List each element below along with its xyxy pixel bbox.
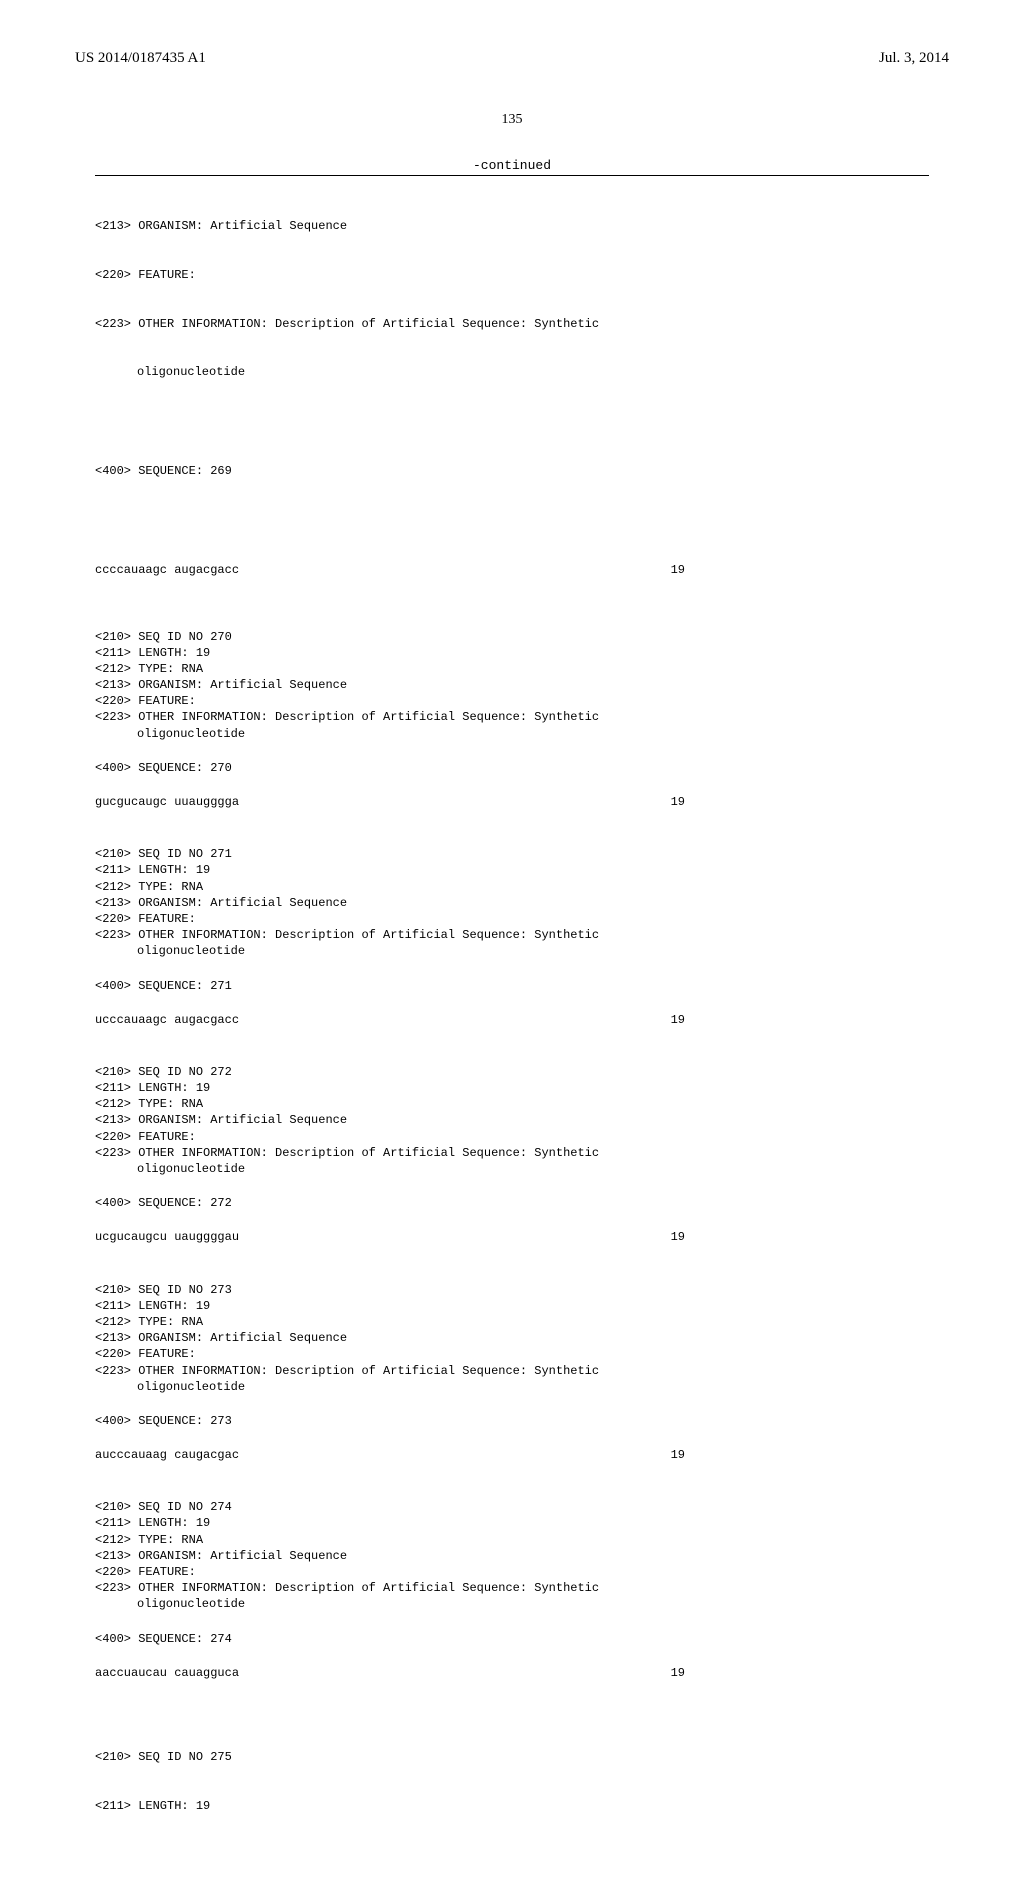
tag-line: <211> LENGTH: 19 xyxy=(95,1798,929,1814)
sequence-length: 19 xyxy=(671,794,685,810)
tag-line: <223> OTHER INFORMATION: Description of … xyxy=(95,927,929,943)
sequence-label: <400> SEQUENCE: 272 xyxy=(95,1195,929,1211)
tag-continuation: oligonucleotide xyxy=(95,1161,929,1177)
tag-line: <212> TYPE: RNA xyxy=(95,1532,929,1548)
page-number: 135 xyxy=(75,112,949,128)
tag-line: <210> SEQ ID NO 273 xyxy=(95,1282,929,1298)
tag-line: <211> LENGTH: 19 xyxy=(95,645,929,661)
sequence-row: ucgucaugcu uauggggau 19 xyxy=(95,1229,685,1245)
tag-line: <211> LENGTH: 19 xyxy=(95,1080,929,1096)
nucleotide-sequence: aaccuaucau cauagguca xyxy=(95,1665,239,1681)
tag-line: <213> ORGANISM: Artificial Sequence xyxy=(95,1548,929,1564)
tag-line: <212> TYPE: RNA xyxy=(95,661,929,677)
tag-line: <211> LENGTH: 19 xyxy=(95,862,929,878)
tag-line: <213> ORGANISM: Artificial Sequence xyxy=(95,1330,929,1346)
nucleotide-sequence: ccccauaagc augacgacc xyxy=(95,562,239,578)
tag-line: <210> SEQ ID NO 271 xyxy=(95,846,929,862)
tag-line: <210> SEQ ID NO 270 xyxy=(95,629,929,645)
sequence-length: 19 xyxy=(671,1447,685,1463)
tag-line: <220> FEATURE: xyxy=(95,1346,929,1362)
sequence-length: 19 xyxy=(671,1229,685,1245)
tag-continuation: oligonucleotide xyxy=(95,943,929,959)
tag-line: <223> OTHER INFORMATION: Description of … xyxy=(95,1580,929,1596)
sequence-row: gucgucaugc uuaugggga 19 xyxy=(95,794,685,810)
tag-line: <211> LENGTH: 19 xyxy=(95,1515,929,1531)
tag-line: <220> FEATURE: xyxy=(95,267,929,283)
nucleotide-sequence: aucccauaag caugacgac xyxy=(95,1447,239,1463)
continued-label: -continued xyxy=(75,158,949,173)
sequence-entry: <210> SEQ ID NO 271<211> LENGTH: 19<212>… xyxy=(95,846,929,1028)
tag-line: <210> SEQ ID NO 274 xyxy=(95,1499,929,1515)
tag-line: <211> LENGTH: 19 xyxy=(95,1298,929,1314)
tag-continuation: oligonucleotide xyxy=(95,364,929,380)
nucleotide-sequence: ucgucaugcu uauggggau xyxy=(95,1229,239,1245)
tag-continuation: oligonucleotide xyxy=(95,726,929,742)
sequence-length: 19 xyxy=(671,1665,685,1681)
sequence-row: ucccauaagc augacgacc 19 xyxy=(95,1012,685,1028)
page-header: US 2014/0187435 A1 Jul. 3, 2014 xyxy=(75,50,949,67)
sequence-row: aucccauaag caugacgac 19 xyxy=(95,1447,685,1463)
sequence-label: <400> SEQUENCE: 270 xyxy=(95,760,929,776)
tag-line: <223> OTHER INFORMATION: Description of … xyxy=(95,1363,929,1379)
tag-line: <220> FEATURE: xyxy=(95,911,929,927)
tag-line: <210> SEQ ID NO 275 xyxy=(95,1749,929,1765)
sequence-length: 19 xyxy=(671,562,685,578)
tag-line: <220> FEATURE: xyxy=(95,1564,929,1580)
sequence-listing: <213> ORGANISM: Artificial Sequence <220… xyxy=(95,175,929,1846)
sequence-label: <400> SEQUENCE: 269 xyxy=(95,463,929,479)
tag-line: <223> OTHER INFORMATION: Description of … xyxy=(95,1145,929,1161)
tag-line: <213> ORGANISM: Artificial Sequence xyxy=(95,1112,929,1128)
tag-line: <213> ORGANISM: Artificial Sequence xyxy=(95,218,929,234)
publication-date: Jul. 3, 2014 xyxy=(879,50,949,67)
tag-line: <213> ORGANISM: Artificial Sequence xyxy=(95,895,929,911)
sequence-row: ccccauaagc augacgacc 19 xyxy=(95,562,685,578)
nucleotide-sequence: gucgucaugc uuaugggga xyxy=(95,794,239,810)
sequence-entry: <213> ORGANISM: Artificial Sequence <220… xyxy=(95,186,929,611)
tag-line: <212> TYPE: RNA xyxy=(95,879,929,895)
tag-line: <220> FEATURE: xyxy=(95,1129,929,1145)
tag-line: <213> ORGANISM: Artificial Sequence xyxy=(95,677,929,693)
tag-line: <220> FEATURE: xyxy=(95,693,929,709)
tag-line: <223> OTHER INFORMATION: Description of … xyxy=(95,709,929,725)
sequence-entry: <210> SEQ ID NO 274<211> LENGTH: 19<212>… xyxy=(95,1499,929,1681)
tag-line: <212> TYPE: RNA xyxy=(95,1314,929,1330)
sequence-label: <400> SEQUENCE: 274 xyxy=(95,1631,929,1647)
sequence-row: aaccuaucau cauagguca 19 xyxy=(95,1665,685,1681)
sequence-label: <400> SEQUENCE: 273 xyxy=(95,1413,929,1429)
nucleotide-sequence: ucccauaagc augacgacc xyxy=(95,1012,239,1028)
sequence-entry: <210> SEQ ID NO 273<211> LENGTH: 19<212>… xyxy=(95,1282,929,1464)
tag-continuation: oligonucleotide xyxy=(95,1596,929,1612)
publication-number: US 2014/0187435 A1 xyxy=(75,50,206,67)
tag-line: <210> SEQ ID NO 272 xyxy=(95,1064,929,1080)
sequence-entry: <210> SEQ ID NO 270<211> LENGTH: 19<212>… xyxy=(95,629,929,811)
sequence-entry: <210> SEQ ID NO 275 <211> LENGTH: 19 xyxy=(95,1717,929,1847)
sequence-entry: <210> SEQ ID NO 272<211> LENGTH: 19<212>… xyxy=(95,1064,929,1246)
sequence-label: <400> SEQUENCE: 271 xyxy=(95,978,929,994)
tag-line: <212> TYPE: RNA xyxy=(95,1096,929,1112)
tag-line: <223> OTHER INFORMATION: Description of … xyxy=(95,316,929,332)
tag-continuation: oligonucleotide xyxy=(95,1379,929,1395)
sequence-length: 19 xyxy=(671,1012,685,1028)
